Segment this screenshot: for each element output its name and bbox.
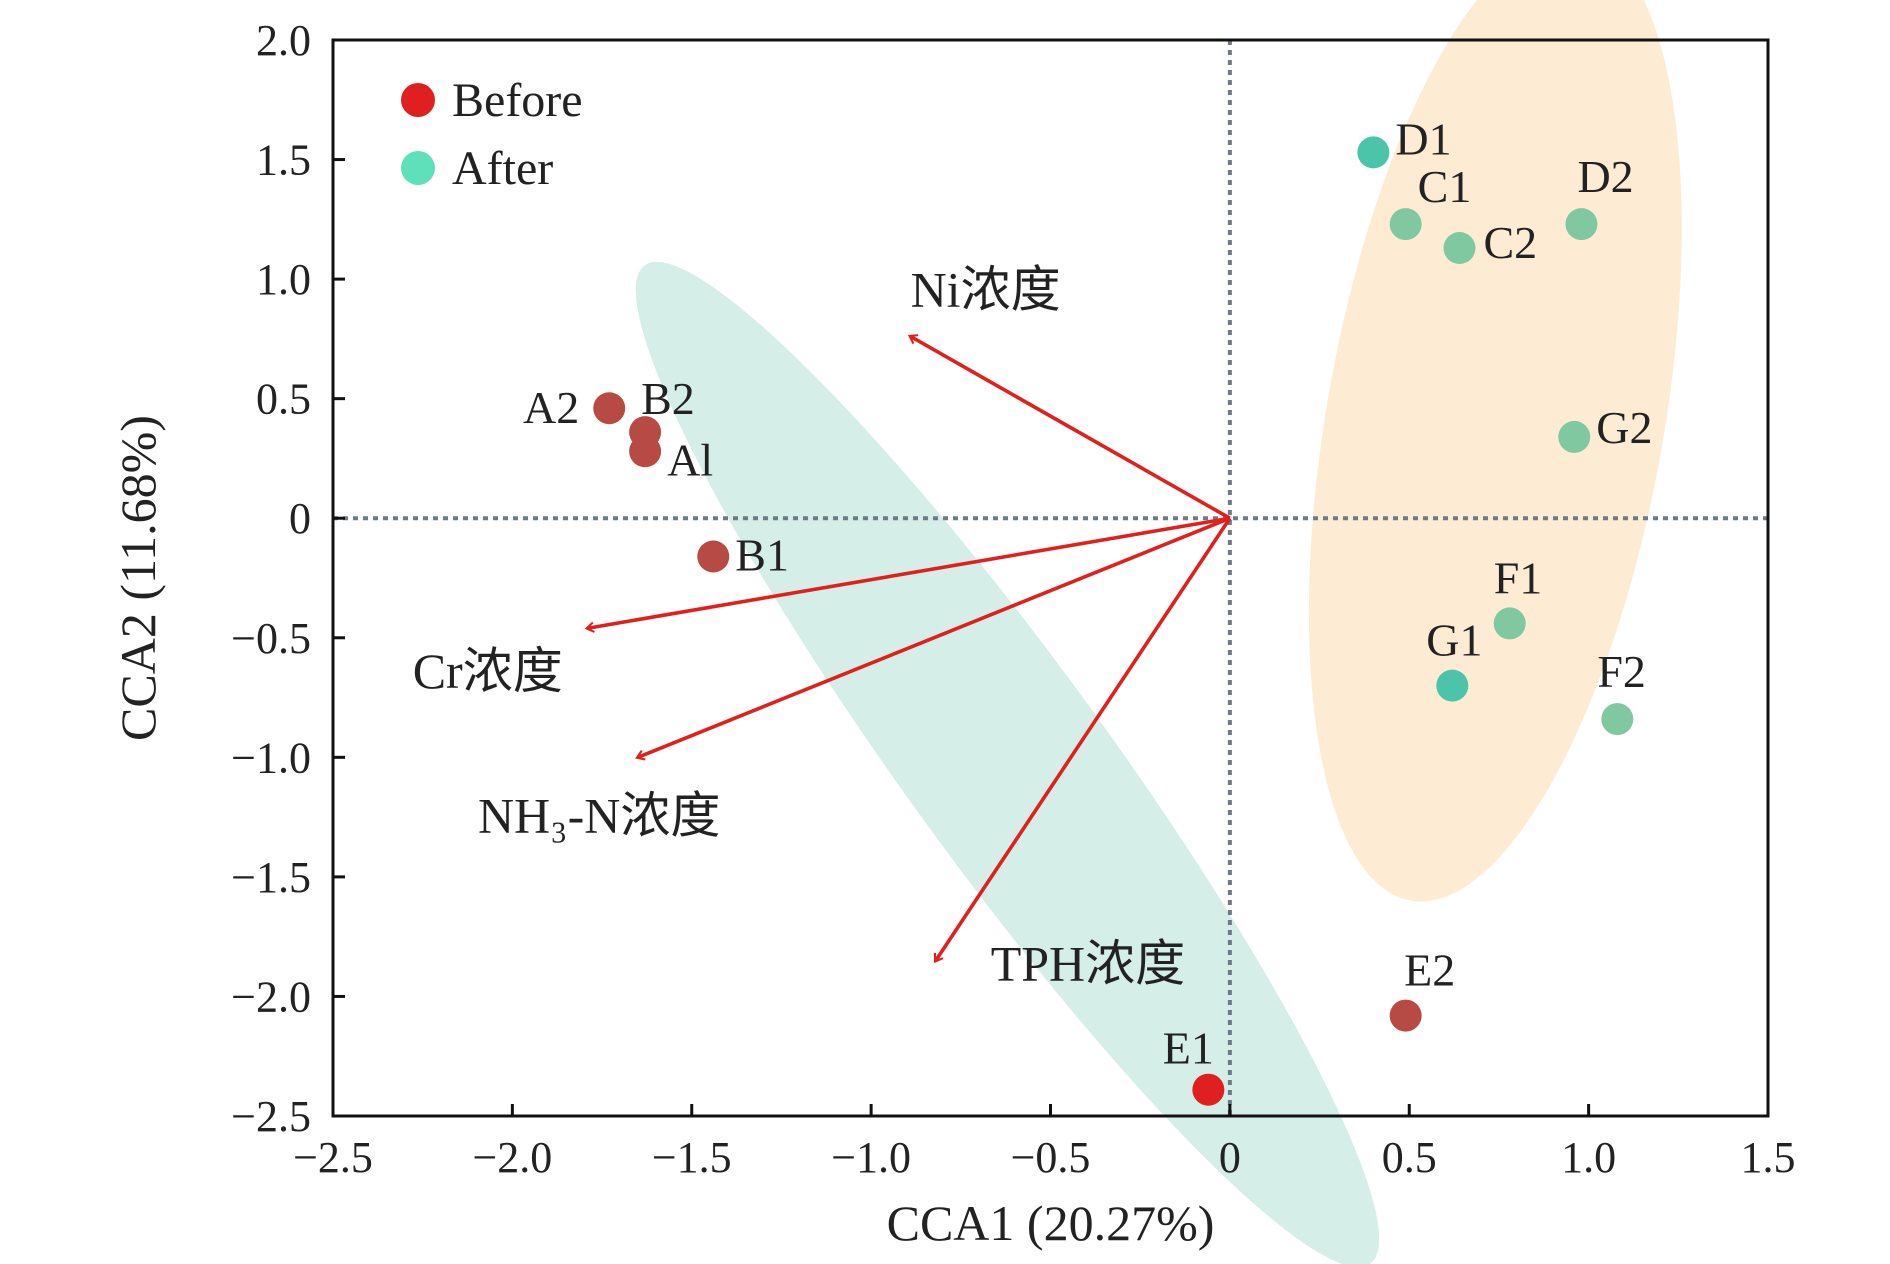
point-label-c2: C2 (1483, 217, 1537, 268)
legend-label-after: After (452, 142, 553, 195)
point-f2 (1601, 703, 1634, 736)
y-axis-title: CCA2 (11.68%) (110, 415, 166, 741)
vector-label: NH₃-N浓度 (478, 787, 720, 843)
y-tick-label: −2.5 (231, 1092, 311, 1141)
vector-arrow (907, 334, 1231, 520)
legend: Before After (401, 74, 583, 195)
point-label-b1: B1 (735, 529, 789, 580)
point-label-g2: G2 (1596, 402, 1652, 453)
point-label-g1: G1 (1426, 615, 1482, 666)
point-label-e2: E2 (1404, 945, 1455, 996)
y-tick-label: 1.5 (256, 136, 311, 185)
x-tick-label: −1.0 (831, 1133, 911, 1182)
point-label-b2: B2 (641, 373, 695, 424)
x-tick-label: −0.5 (1011, 1133, 1091, 1182)
axis-ticks: −2.5 −2.0 −1.5 −1.0 −0.5 0 0.5 1.0 1.5 −2.5 −2.0 −1… (231, 16, 1795, 1182)
environmental-vectors: Ni浓度 Cr浓度 NH₃-N浓度 TPH浓度 (413, 261, 1232, 992)
sample-points (593, 136, 1634, 1106)
x-tick-label: 0 (1219, 1133, 1241, 1182)
point-label-d1: D1 (1395, 113, 1451, 164)
x-tick-label: −2.5 (293, 1133, 373, 1182)
vector-label: Cr浓度 (413, 643, 563, 699)
ellipse-after (1308, 0, 1682, 902)
y-tick-label: −1.0 (231, 733, 311, 782)
point-al (629, 435, 662, 468)
x-tick-label: 1.0 (1561, 1133, 1616, 1182)
point-g1 (1436, 669, 1469, 702)
x-tick-label: 1.5 (1741, 1133, 1796, 1182)
point-c1 (1389, 208, 1422, 241)
point-label-f2: F2 (1597, 646, 1646, 697)
x-axis-title: CCA1 (20.27%) (887, 1195, 1215, 1251)
point-label-c1: C1 (1418, 161, 1472, 212)
point-b1 (697, 540, 730, 573)
x-tick-label: −2.0 (472, 1133, 552, 1182)
y-tick-label: 0 (289, 494, 311, 543)
vector-label: Ni浓度 (911, 261, 1061, 317)
vector-label: TPH浓度 (991, 936, 1185, 992)
point-label-a2: A2 (523, 382, 579, 433)
legend-swatch-after (401, 151, 435, 185)
point-f1 (1493, 607, 1526, 640)
point-label-f1: F1 (1494, 552, 1543, 603)
point-d1 (1357, 136, 1390, 169)
point-c2 (1443, 232, 1476, 265)
point-g2 (1558, 420, 1591, 453)
point-label-d2: D2 (1577, 151, 1633, 202)
point-e2 (1389, 999, 1422, 1032)
vector-arrow (934, 517, 1232, 964)
point-e1 (1192, 1073, 1225, 1106)
ellipse-before (635, 261, 1380, 1264)
legend-swatch-before (401, 83, 435, 117)
x-tick-label: −1.5 (652, 1133, 732, 1182)
group-ellipses (635, 0, 1682, 1264)
point-a2 (593, 392, 626, 425)
y-tick-label: 0.5 (256, 375, 311, 424)
vector-arrow (635, 516, 1231, 761)
point-label-al: Al (667, 434, 713, 485)
y-tick-label: −1.5 (231, 853, 311, 902)
y-tick-label: 1.0 (256, 255, 311, 304)
vector-arrow (584, 516, 1231, 633)
y-tick-label: 2.0 (256, 16, 311, 65)
point-label-e1: E1 (1163, 1023, 1214, 1074)
y-tick-label: −0.5 (231, 614, 311, 663)
legend-label-before: Before (452, 74, 583, 127)
point-d2 (1565, 208, 1598, 241)
y-tick-label: −2.0 (231, 972, 311, 1021)
x-tick-label: 0.5 (1382, 1133, 1437, 1182)
